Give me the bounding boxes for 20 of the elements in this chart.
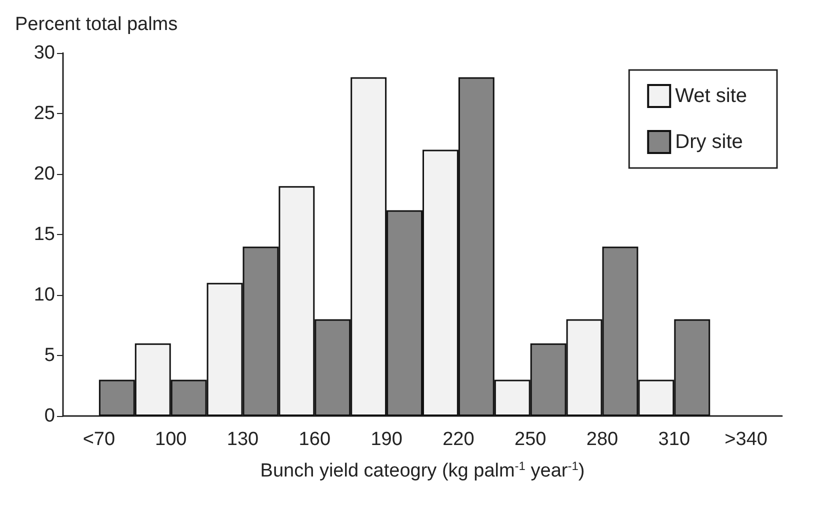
y-tick-label: 0 bbox=[44, 406, 55, 426]
x-tick-label: 130 bbox=[226, 429, 259, 450]
x-tick-label: 220 bbox=[442, 429, 474, 450]
y-axis-title: Percent total palms bbox=[15, 14, 178, 35]
x-tick-label: 160 bbox=[298, 429, 330, 450]
y-tick-label: 15 bbox=[34, 224, 55, 245]
x-tick-label: >340 bbox=[724, 429, 768, 450]
x-tick-label: <70 bbox=[82, 429, 116, 450]
x-tick-label: 190 bbox=[370, 429, 402, 450]
x-tick-label: 250 bbox=[514, 429, 546, 450]
x-tick-label: 310 bbox=[658, 429, 690, 450]
legend-label: Dry site bbox=[675, 131, 743, 153]
y-tick-label: 25 bbox=[34, 103, 55, 124]
x-tick-label: 280 bbox=[586, 429, 618, 450]
legend-label: Wet site bbox=[675, 85, 747, 107]
y-tick-label: 20 bbox=[34, 164, 55, 184]
y-tick-label: 5 bbox=[44, 345, 55, 366]
y-tick-label: 30 bbox=[34, 42, 55, 64]
y-tick-label: 10 bbox=[34, 284, 55, 306]
x-tick-label: 100 bbox=[155, 429, 187, 450]
